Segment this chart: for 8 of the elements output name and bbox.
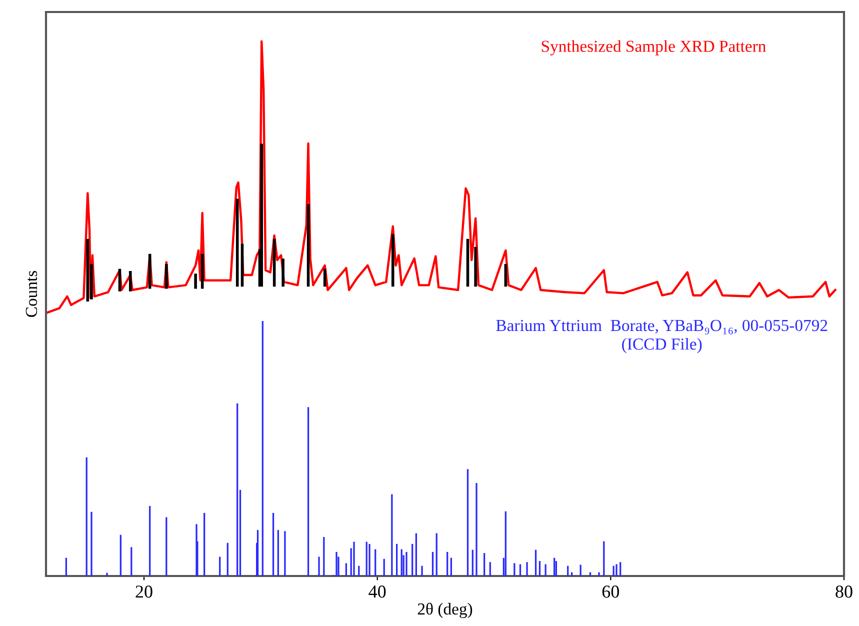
x-tick-label: 60 — [602, 586, 620, 598]
y-axis-title: Counts — [26, 270, 38, 317]
text: Synthesized Sample XRD Pattern — [542, 40, 766, 56]
x-tick-label: 80 — [836, 586, 852, 598]
x-axis-title: 2θ (deg) — [418, 602, 472, 618]
text: Barium Yttrium Borate, YBaB₉O₁₆, 00-055-0792 (ICCD File) — [496, 320, 828, 354]
x-tick-label: 20 — [136, 586, 152, 598]
x-tick-label: 40 — [368, 586, 386, 598]
